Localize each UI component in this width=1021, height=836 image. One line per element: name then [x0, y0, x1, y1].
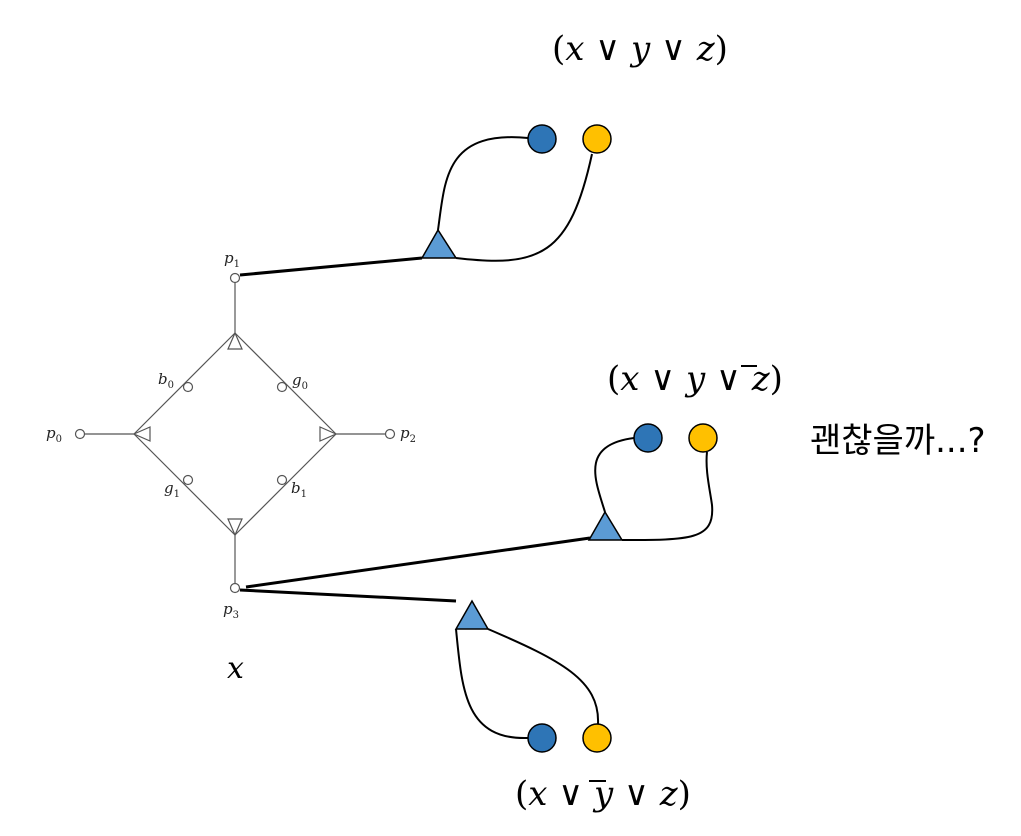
clause2-yellow-circle: [688, 423, 718, 453]
clause3-triangle: [454, 599, 490, 630]
connectors: [239, 256, 591, 603]
node-g0: [276, 381, 288, 393]
clause-gadget-3: [454, 599, 612, 753]
connector-p1-clause1: [239, 256, 423, 277]
clause2-curve-yellow: [621, 451, 714, 541]
label-b0: b0: [158, 370, 174, 391]
joint-right: [319, 426, 338, 442]
gadget-labels: p1 p3 p0 p2 b0 g0 g1 b1: [46, 249, 416, 621]
label-g1: g1: [164, 479, 180, 500]
clause-gadget-2: [587, 423, 718, 541]
clause2-triangle: [587, 510, 624, 541]
clause-label-1: (x ∨ y ∨ z): [552, 29, 728, 69]
clause-gadget-1: [420, 124, 612, 262]
gadget-edges: [80, 278, 390, 588]
clause3-curve-yellow: [487, 628, 600, 725]
clause-label-2: (x ∨ y ∨ z): [607, 359, 783, 399]
joint-bottom: [227, 518, 243, 537]
node-g1: [182, 474, 194, 486]
gadget-joints: [132, 331, 338, 537]
joint-left: [132, 426, 151, 442]
node-p0: [74, 428, 86, 440]
clause1-yellow-circle: [582, 124, 612, 154]
node-p1: [229, 272, 241, 284]
clause3-curve-blue: [455, 628, 529, 740]
clause3-blue-circle: [527, 723, 557, 753]
connector-p3-clause3: [239, 588, 457, 603]
clause2-blue-circle: [633, 423, 663, 453]
gadget-nodes: [74, 272, 396, 594]
variable-label: x: [227, 651, 244, 686]
node-p2: [384, 428, 396, 440]
annotation-text: 괜찮을까...?: [810, 421, 986, 461]
label-g0: g0: [292, 371, 308, 392]
clause2-curve-blue: [594, 437, 635, 513]
clause-label-3: (x ∨ y ∨ z): [515, 774, 691, 814]
label-p3: p3: [223, 600, 239, 621]
label-p0: p0: [46, 424, 62, 445]
clause1-triangle: [420, 228, 458, 259]
connector-p3-clause2: [245, 536, 591, 589]
clause1-blue-circle: [527, 124, 557, 154]
label-p2: p2: [400, 424, 416, 445]
clause3-yellow-circle: [582, 723, 612, 753]
node-b1: [276, 474, 288, 486]
label-b1: b1: [291, 479, 307, 500]
clause1-curve-yellow: [455, 153, 593, 262]
node-b0: [182, 381, 194, 393]
node-p3: [229, 582, 241, 594]
label-p1: p1: [224, 249, 240, 270]
joint-top: [227, 331, 243, 350]
clause1-curve-blue: [437, 136, 529, 231]
